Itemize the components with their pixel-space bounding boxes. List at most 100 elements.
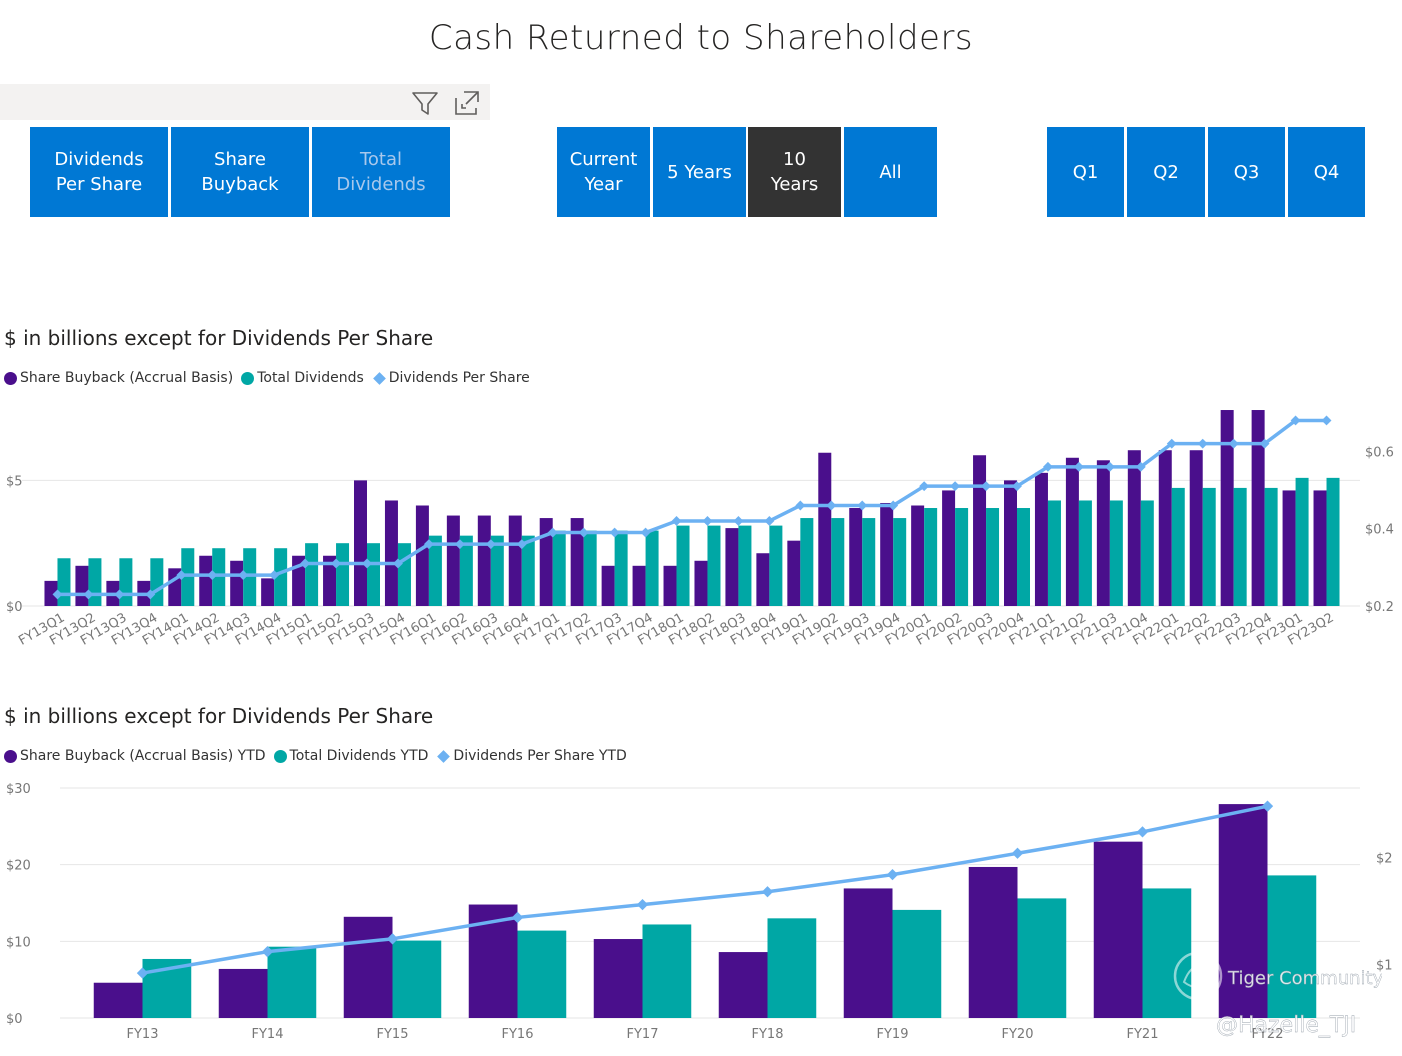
buyback-bar[interactable] — [968, 866, 1018, 1018]
dividends-bar[interactable] — [1109, 500, 1123, 606]
buyback-bar[interactable] — [199, 555, 213, 606]
dividends-bar[interactable] — [392, 940, 442, 1018]
buyback-bar[interactable] — [1251, 410, 1265, 606]
ten-years-button[interactable]: 10 Years — [748, 127, 841, 217]
buyback-bar[interactable] — [1093, 841, 1143, 1018]
dividends-bar[interactable] — [583, 530, 597, 606]
dividends-bar[interactable] — [428, 535, 442, 606]
dividends-bar[interactable] — [738, 525, 752, 606]
buyback-bar[interactable] — [1127, 450, 1141, 606]
buyback-bar[interactable] — [261, 578, 275, 606]
dividends-bar[interactable] — [243, 548, 257, 606]
dividends-bar[interactable] — [767, 918, 817, 1018]
dividends-bar[interactable] — [57, 558, 71, 606]
five-years-button[interactable]: 5 Years — [653, 127, 746, 217]
dps-marker[interactable] — [300, 558, 311, 569]
dividends-bar[interactable] — [521, 535, 535, 606]
dps-marker[interactable] — [1197, 438, 1208, 449]
dividends-bar[interactable] — [181, 548, 195, 606]
dps-marker[interactable] — [136, 967, 149, 979]
dividends-bar[interactable] — [367, 543, 380, 606]
dividends-bar[interactable] — [800, 518, 814, 606]
legend-item-buyback-ytd[interactable]: Share Buyback (Accrual Basis) YTD — [4, 748, 266, 764]
dividends-bar[interactable] — [707, 525, 721, 606]
legend-item-dividends[interactable]: Total Dividends — [241, 370, 364, 386]
dps-marker[interactable] — [857, 500, 868, 511]
total-dividends-button[interactable]: Total Dividends — [312, 127, 450, 217]
buyback-bar[interactable] — [718, 952, 768, 1018]
buyback-bar[interactable] — [663, 565, 677, 606]
dividends-bar[interactable] — [1171, 487, 1185, 606]
dps-marker[interactable] — [1261, 800, 1274, 812]
q2-button[interactable]: Q2 — [1127, 127, 1205, 217]
q4-button[interactable]: Q4 — [1288, 127, 1365, 217]
buyback-bar[interactable] — [384, 500, 398, 606]
dividends-bar[interactable] — [1202, 487, 1216, 606]
dividends-bar[interactable] — [336, 543, 350, 606]
buyback-bar[interactable] — [1065, 457, 1079, 606]
dividends-bar[interactable] — [924, 508, 938, 606]
dividends-bar[interactable] — [769, 525, 783, 606]
buyback-bar[interactable] — [694, 560, 708, 606]
dps-marker[interactable] — [1228, 438, 1239, 449]
dps-marker[interactable] — [1012, 481, 1022, 492]
buyback-bar[interactable] — [1158, 450, 1172, 606]
dividends-bar[interactable] — [1295, 477, 1309, 606]
legend-item-dividends-ytd[interactable]: Total Dividends YTD — [273, 748, 428, 764]
legend-item-dps-ytd[interactable]: Dividends Per Share YTD — [436, 748, 627, 764]
buyback-bar[interactable] — [756, 553, 770, 606]
buyback-bar[interactable] — [218, 968, 268, 1018]
buyback-bar[interactable] — [601, 565, 615, 606]
buyback-bar[interactable] — [1034, 472, 1048, 606]
dividends-bar[interactable] — [676, 525, 690, 606]
buyback-bar[interactable] — [973, 455, 987, 606]
dps-marker[interactable] — [761, 886, 774, 898]
buyback-bar[interactable] — [230, 560, 244, 606]
buyback-bar[interactable] — [843, 888, 893, 1018]
buyback-bar[interactable] — [44, 580, 58, 606]
dps-marker[interactable] — [671, 516, 682, 526]
dividends-bar[interactable] — [986, 508, 1000, 606]
buyback-bar[interactable] — [632, 565, 646, 606]
dividends-bar[interactable] — [642, 924, 692, 1018]
dps-marker[interactable] — [981, 481, 991, 492]
buyback-bar[interactable] — [508, 515, 522, 606]
dividends-bar[interactable] — [88, 558, 102, 606]
buyback-bar[interactable] — [1282, 490, 1296, 606]
dps-marker[interactable] — [1011, 847, 1024, 859]
share-buyback-button[interactable]: Share Buyback — [171, 127, 309, 217]
buyback-bar[interactable] — [477, 515, 491, 606]
dps-marker[interactable] — [764, 516, 775, 526]
dividends-bar[interactable] — [1140, 500, 1154, 606]
filter-icon[interactable] — [410, 88, 440, 118]
dps-marker[interactable] — [578, 527, 589, 538]
dps-marker[interactable] — [1290, 415, 1301, 426]
dps-marker[interactable] — [1136, 826, 1149, 838]
dps-marker[interactable] — [733, 516, 744, 526]
dividends-bar[interactable] — [645, 530, 659, 606]
dps-marker[interactable] — [609, 527, 620, 538]
q1-button[interactable]: Q1 — [1047, 127, 1124, 217]
buyback-bar[interactable] — [343, 916, 393, 1018]
dividends-bar[interactable] — [517, 930, 567, 1018]
dividends-bar[interactable] — [1047, 500, 1061, 606]
dividends-bar[interactable] — [1078, 500, 1092, 606]
buyback-bar[interactable] — [1220, 410, 1234, 606]
dividends-bar[interactable] — [305, 543, 319, 606]
dividends-bar[interactable] — [892, 909, 942, 1018]
buyback-bar[interactable] — [725, 528, 739, 606]
buyback-bar[interactable] — [1189, 450, 1203, 606]
dps-marker[interactable] — [331, 558, 341, 569]
buyback-bar[interactable] — [75, 565, 89, 606]
dividends-bar[interactable] — [831, 518, 845, 606]
dividends-bar[interactable] — [459, 535, 473, 606]
dividends-bar[interactable] — [614, 530, 628, 606]
buyback-bar[interactable] — [539, 518, 553, 606]
dividends-bar[interactable] — [955, 508, 969, 606]
q3-button[interactable]: Q3 — [1208, 127, 1285, 217]
dps-marker[interactable] — [516, 539, 527, 550]
dps-marker[interactable] — [1073, 461, 1084, 472]
dps-marker[interactable] — [145, 589, 156, 600]
dps-marker[interactable] — [1135, 461, 1146, 472]
focus-mode-icon[interactable] — [452, 88, 482, 118]
